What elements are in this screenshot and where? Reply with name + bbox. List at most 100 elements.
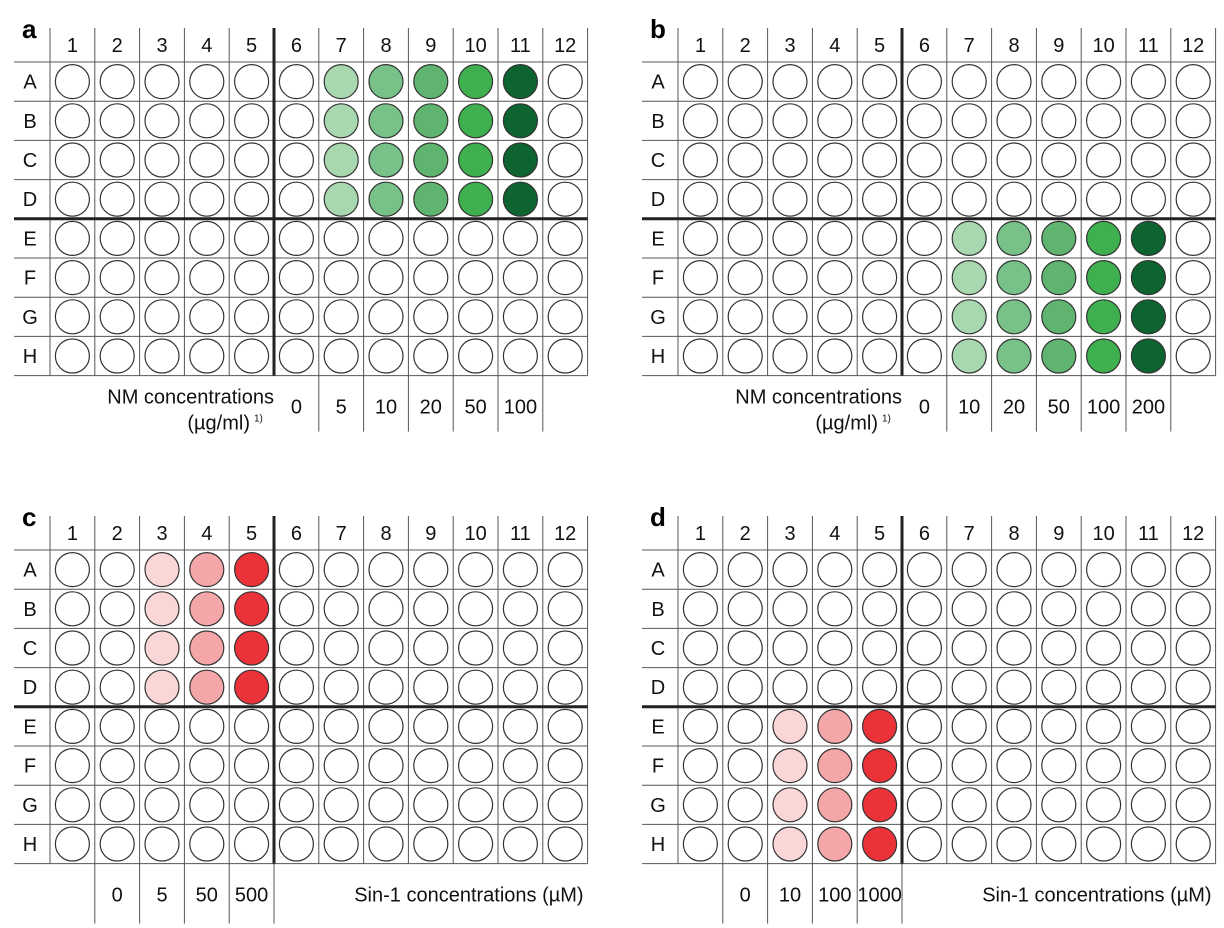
- well-F3: [772, 260, 808, 296]
- well-H7: [323, 338, 359, 374]
- well-H6: [278, 826, 314, 862]
- well-G2: [99, 787, 135, 823]
- concentration-label: 100: [1087, 397, 1120, 419]
- well-H1: [682, 826, 719, 862]
- column-label: 5: [246, 523, 257, 545]
- concentration-label: 10: [375, 397, 397, 419]
- well-E3: [144, 220, 180, 256]
- column-label: 3: [156, 35, 167, 57]
- well-B9: [1041, 591, 1077, 627]
- well-A10: [1085, 551, 1122, 588]
- well-A11: [1130, 63, 1167, 100]
- well-B5: [234, 591, 270, 627]
- well-F4: [189, 260, 225, 296]
- well-G10: [458, 299, 494, 335]
- well-B5: [861, 103, 898, 139]
- well-F7: [323, 260, 359, 296]
- column-label: 12: [554, 523, 576, 545]
- well-B12: [1175, 591, 1211, 627]
- well-H6: [278, 338, 314, 374]
- well-E12: [547, 220, 583, 256]
- column-label: 5: [874, 35, 885, 57]
- well-A9: [413, 551, 449, 588]
- well-D8: [368, 669, 404, 705]
- well-H10: [1085, 826, 1122, 862]
- well-B5: [234, 103, 270, 139]
- well-B7: [323, 103, 359, 139]
- row-label: B: [23, 111, 36, 133]
- well-H1: [54, 338, 91, 374]
- well-C5: [234, 142, 270, 178]
- well-D10: [1085, 181, 1122, 217]
- well-D11: [502, 669, 539, 705]
- well-D4: [189, 181, 225, 217]
- well-H12: [547, 338, 583, 374]
- row-label: E: [651, 716, 664, 738]
- column-label: 7: [964, 523, 975, 545]
- well-H9: [1041, 338, 1077, 374]
- well-B6: [906, 591, 943, 627]
- concentration-label: 20: [1003, 397, 1025, 419]
- well-E9: [413, 708, 449, 745]
- well-B4: [189, 591, 225, 627]
- well-B8: [996, 591, 1032, 627]
- well-B10: [1085, 591, 1122, 627]
- well-D8: [996, 181, 1032, 217]
- concentration-label: 200: [1132, 397, 1165, 419]
- column-label: 6: [291, 523, 302, 545]
- well-C4: [817, 142, 853, 178]
- plate-grid: [14, 516, 589, 865]
- concentration-label: 0: [112, 885, 123, 907]
- concentration-label: 5: [156, 885, 167, 907]
- well-A3: [772, 63, 808, 100]
- well-D7: [323, 669, 359, 705]
- well-C9: [1041, 142, 1077, 178]
- column-label: 7: [964, 35, 975, 57]
- well-B4: [189, 103, 225, 139]
- well-G12: [1175, 787, 1211, 823]
- well-G6: [906, 299, 943, 335]
- well-B7: [951, 591, 987, 627]
- well-H5: [861, 826, 898, 862]
- row-label: D: [651, 677, 665, 699]
- well-F5: [234, 260, 270, 296]
- well-D9: [1041, 669, 1077, 705]
- well-C10: [1085, 630, 1122, 666]
- column-label: 2: [740, 35, 751, 57]
- well-G10: [1085, 299, 1122, 335]
- well-F11: [502, 260, 539, 296]
- well-E5: [234, 708, 270, 745]
- row-label: C: [23, 638, 37, 660]
- well-B1: [54, 591, 91, 627]
- well-E8: [996, 220, 1032, 256]
- well-C8: [368, 142, 404, 178]
- well-G7: [323, 299, 359, 335]
- well-A5: [861, 551, 898, 588]
- row-label: H: [23, 834, 37, 856]
- well-A5: [234, 551, 270, 588]
- well-C9: [413, 630, 449, 666]
- column-label: 1: [695, 523, 706, 545]
- well-G10: [1085, 787, 1122, 823]
- well-G6: [278, 299, 314, 335]
- well-F7: [951, 260, 987, 296]
- well-F4: [817, 260, 853, 296]
- well-D2: [727, 669, 763, 705]
- row-label: B: [651, 599, 664, 621]
- well-B10: [1085, 103, 1122, 139]
- well-B2: [727, 591, 763, 627]
- well-H9: [1041, 826, 1077, 862]
- well-C7: [951, 142, 987, 178]
- concentration-row: 0 5 50 500 Sin-1 concentrations (µM): [94, 863, 584, 924]
- column-label: 4: [201, 523, 212, 545]
- column-label: 1: [67, 35, 78, 57]
- concentration-label: 0: [740, 885, 751, 907]
- concentration-label: 500: [235, 885, 268, 907]
- column-label: 11: [510, 523, 531, 545]
- well-E11: [502, 708, 539, 745]
- well-H12: [1175, 338, 1211, 374]
- well-D7: [323, 181, 359, 217]
- well-C1: [54, 630, 91, 666]
